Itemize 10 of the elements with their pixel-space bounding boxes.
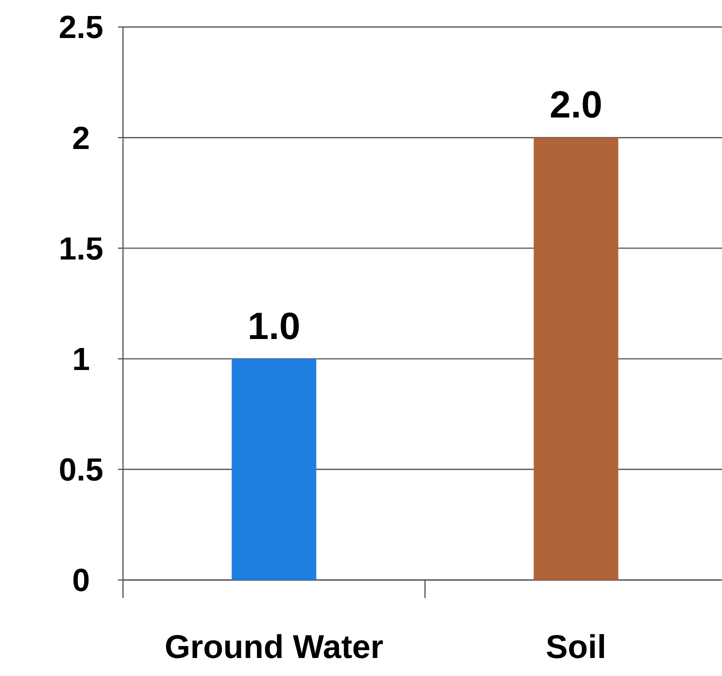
y-tick-label: 0 (72, 562, 90, 598)
y-tick-label: 0.5 (58, 452, 104, 488)
y-tick-label: 1.5 (58, 230, 104, 266)
data-label: 1.0 (248, 306, 300, 348)
data-label: 2.0 (550, 84, 602, 127)
x-tick-label: Ground Water (164, 628, 384, 665)
y-tick-label: 2.5 (58, 9, 104, 46)
y-tick-label: 1 (72, 341, 90, 377)
x-tick-label: Soil (546, 628, 606, 665)
y-tick-label: 2 (72, 120, 90, 156)
